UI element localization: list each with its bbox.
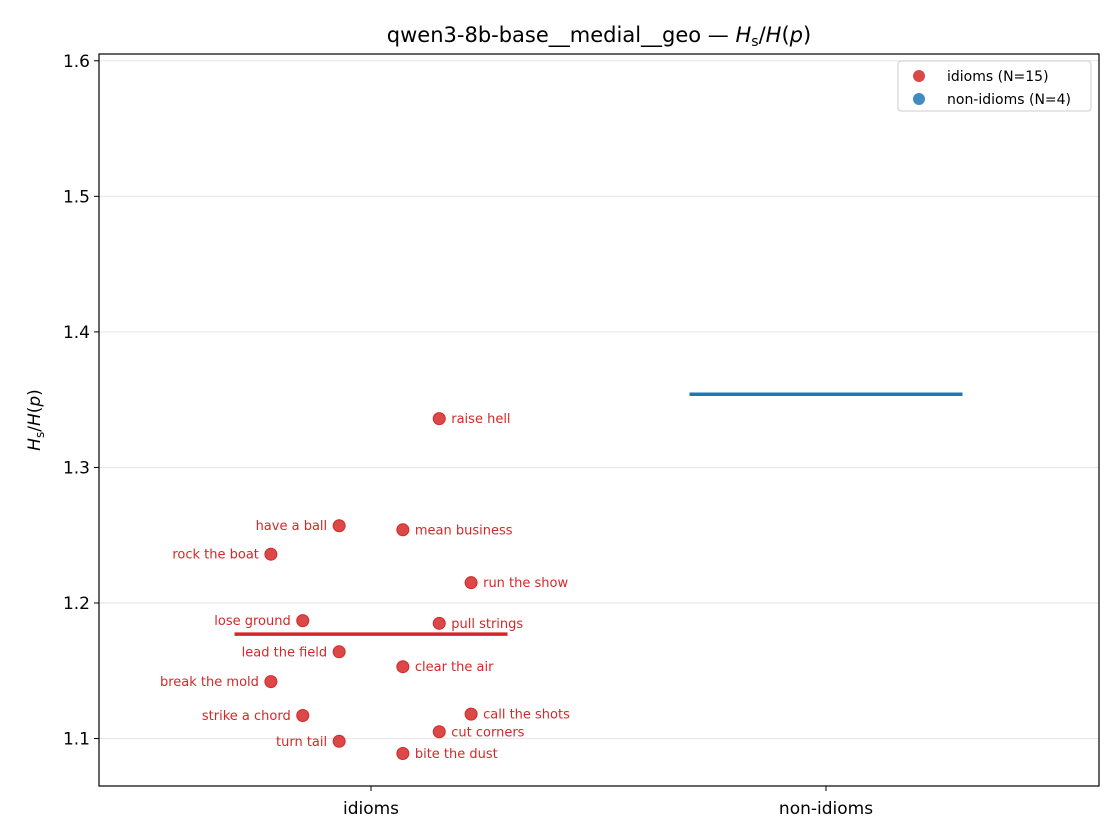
data-label: call the shots	[483, 708, 570, 723]
legend: idioms (N=15) non-idioms (N=4)	[897, 60, 1092, 112]
chart-title: qwen3-8b-base__medial__geo — Hs/H(p)	[387, 23, 811, 50]
data-point	[396, 523, 410, 537]
data-label: turn tail	[276, 735, 327, 750]
legend-label: non-idioms (N=4)	[947, 92, 1071, 108]
legend-box	[897, 60, 1092, 112]
legend-label: idioms (N=15)	[947, 69, 1049, 85]
chart-title-text: qwen3-8b-base__medial__geo —	[387, 23, 736, 48]
data-point	[264, 675, 278, 689]
grid-lines	[99, 60, 1099, 740]
data-label: lose ground	[214, 614, 290, 629]
data-label: pull strings	[451, 617, 523, 632]
plot-frame	[98, 53, 1100, 787]
data-label: run the show	[483, 576, 568, 591]
data-label: strike a chord	[202, 709, 291, 724]
x-axis: idioms non-idioms	[343, 786, 873, 819]
data-point	[396, 746, 410, 760]
data-point	[432, 725, 446, 739]
data-point	[464, 576, 478, 590]
y-tick-label: 1.2	[63, 594, 90, 614]
data-label: bite the dust	[415, 747, 498, 762]
data-point	[432, 616, 446, 630]
data-points: raise hell have a ball mean business rock t…	[160, 412, 570, 762]
data-label: cut corners	[451, 725, 524, 740]
data-point	[332, 734, 346, 748]
data-point	[332, 645, 346, 659]
data-point	[332, 519, 346, 533]
data-point	[432, 412, 446, 426]
data-point	[296, 709, 310, 723]
data-label: have a ball	[256, 519, 328, 534]
y-axis: 1.1 1.2 1.3 1.4 1.5 1.6	[63, 52, 99, 750]
data-point	[464, 707, 478, 721]
data-label: clear the air	[415, 660, 494, 675]
data-point	[264, 547, 278, 561]
data-label: mean business	[415, 523, 513, 538]
data-label: raise hell	[451, 412, 510, 427]
y-tick-label: 1.4	[63, 323, 90, 343]
y-tick-label: 1.3	[63, 458, 90, 478]
x-tick-label: idioms	[343, 799, 399, 819]
y-tick-label: 1.5	[63, 187, 90, 207]
legend-marker	[913, 70, 925, 82]
y-tick-label: 1.1	[63, 730, 90, 750]
y-axis-label: Hs/H(p)	[25, 389, 47, 451]
data-label: break the mold	[160, 675, 259, 690]
data-point	[296, 614, 310, 628]
data-label: lead the field	[242, 645, 327, 660]
data-point	[396, 660, 410, 674]
legend-marker	[913, 93, 925, 105]
y-tick-label: 1.6	[63, 52, 90, 72]
x-tick-label: non-idioms	[779, 799, 873, 819]
mean-lines	[234, 392, 963, 636]
data-label: rock the boat	[172, 548, 259, 563]
